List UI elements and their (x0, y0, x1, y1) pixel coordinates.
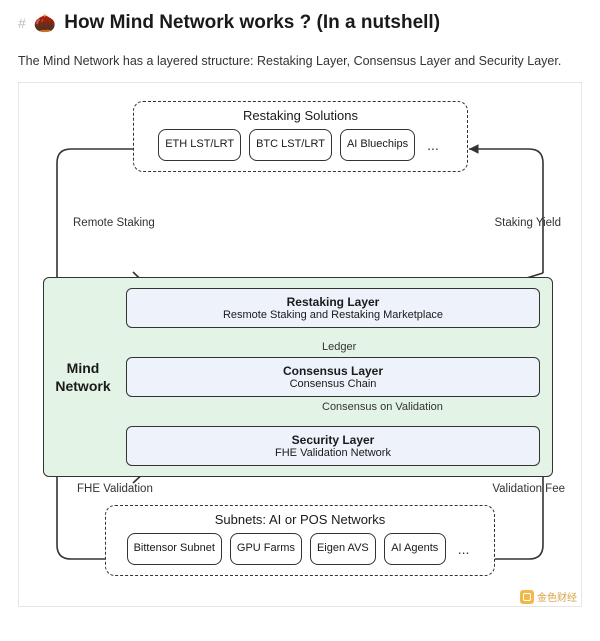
ellipsis-icon: ... (454, 541, 474, 557)
watermark-text: 金色财经 (537, 589, 577, 604)
restaking-layer-title: Restaking Layer (137, 295, 529, 309)
box-eth: ETH LST/LRT (158, 129, 241, 161)
restaking-solutions-group: Restaking Solutions ETH LST/LRT BTC LST/… (133, 101, 468, 172)
box-ai-agents: AI Agents (384, 533, 446, 565)
security-layer-title: Security Layer (137, 433, 529, 447)
restaking-solutions-title: Restaking Solutions (144, 108, 457, 123)
watermark-icon (520, 590, 534, 604)
label-ledger: Ledger (322, 341, 356, 353)
consensus-layer-title: Consensus Layer (137, 364, 529, 378)
label-fhe-validation: FHE Validation (77, 483, 153, 495)
page-title: How Mind Network works ? (In a nutshell) (64, 12, 440, 34)
label-validation-fee: Validation Fee (492, 483, 565, 495)
mind-network-group: Mind Network Restaking Layer Resmote Sta… (43, 277, 553, 477)
box-gpu-farms: GPU Farms (230, 533, 302, 565)
box-eigen-avs: Eigen AVS (310, 533, 376, 565)
box-btc: BTC LST/LRT (249, 129, 332, 161)
box-bittensor: Bittensor Subnet (127, 533, 222, 565)
label-remote-staking: Remote Staking (73, 217, 155, 229)
heading: # 🌰 How Mind Network works ? (In a nutsh… (18, 12, 582, 34)
chestnut-icon: 🌰 (34, 13, 56, 34)
subnets-title: Subnets: AI or POS Networks (116, 512, 484, 527)
ellipsis-icon: ... (423, 137, 443, 153)
label-consensus-validation: Consensus on Validation (322, 401, 443, 413)
security-layer-sub: FHE Validation Network (137, 447, 529, 459)
mind-network-label: Mind Network (44, 278, 122, 476)
consensus-layer-sub: Consensus Chain (137, 378, 529, 390)
hash-icon: # (18, 15, 26, 31)
box-ai-bluechips: AI Bluechips (340, 129, 415, 161)
subnets-group: Subnets: AI or POS Networks Bittensor Su… (105, 505, 495, 576)
diagram-container: Restaking Solutions ETH LST/LRT BTC LST/… (18, 82, 582, 607)
watermark: 金色财经 (520, 589, 577, 604)
restaking-layer-sub: Resmote Staking and Restaking Marketplac… (137, 309, 529, 321)
consensus-layer: Consensus Layer Consensus Chain (126, 357, 540, 397)
security-layer: Security Layer FHE Validation Network (126, 426, 540, 466)
intro-text: The Mind Network has a layered structure… (18, 54, 582, 68)
label-staking-yield: Staking Yield (495, 217, 562, 229)
restaking-layer: Restaking Layer Resmote Staking and Rest… (126, 288, 540, 328)
